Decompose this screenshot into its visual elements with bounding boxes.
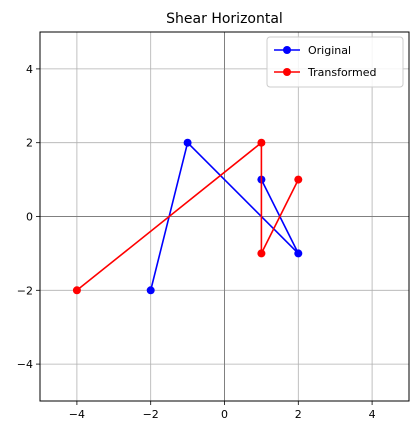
data-point-original	[294, 249, 303, 258]
legend-box	[266, 36, 404, 88]
data-point-transformed	[257, 138, 266, 147]
data-point-original	[146, 286, 155, 295]
legend-item-original: Original	[274, 44, 351, 57]
legend-item-transformed: Transformed	[274, 66, 376, 79]
y-tick-label: −4	[17, 358, 33, 371]
y-tick-label: 4	[26, 63, 33, 76]
data-point-transformed	[294, 175, 303, 184]
x-tick-label: −2	[143, 408, 159, 421]
y-tick-label: −2	[17, 284, 33, 297]
legend-label: Transformed	[307, 66, 376, 79]
x-tick-label: 4	[369, 408, 376, 421]
legend-marker	[283, 68, 291, 76]
chart-title: Shear Horizontal	[166, 11, 283, 27]
legend: Original Transformed	[266, 36, 404, 88]
legend-label: Original	[308, 44, 351, 57]
x-tick-label: 0	[221, 408, 228, 421]
x-tick-label: 2	[295, 408, 302, 421]
data-point-transformed	[257, 249, 266, 258]
plot-area: −4 −2 0 2 4 −4 −2 0 2 4	[17, 31, 410, 421]
data-point-transformed	[72, 286, 81, 295]
y-tick-label: 0	[26, 211, 33, 224]
data-point-original	[183, 138, 192, 147]
series-line-transformed	[76, 141, 300, 291]
x-tick-label: −4	[69, 408, 85, 421]
legend-marker	[283, 46, 291, 54]
y-tick-label: 2	[26, 137, 33, 150]
series-transformed	[72, 138, 303, 295]
